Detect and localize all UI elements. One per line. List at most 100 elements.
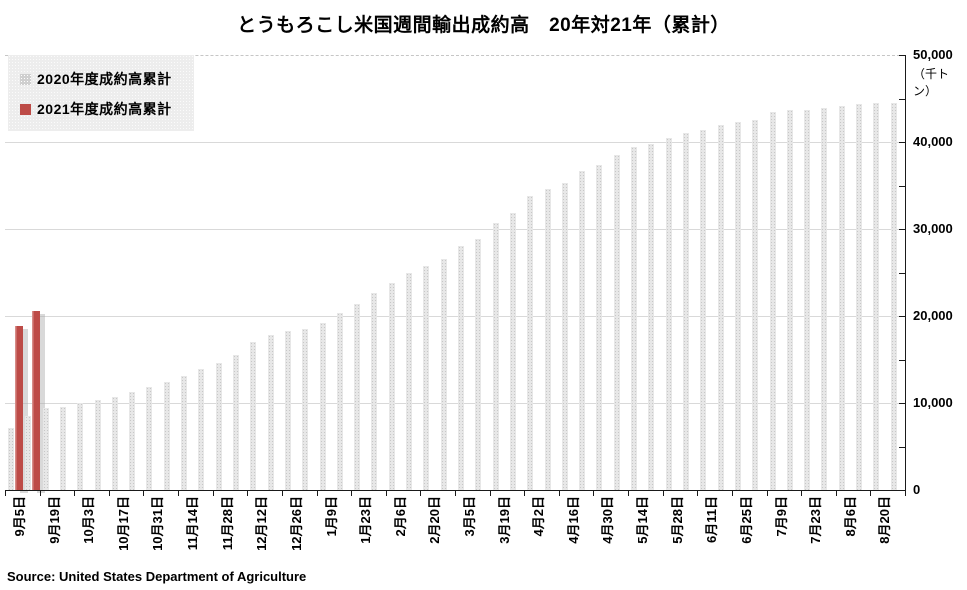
bar-2020 xyxy=(458,245,464,490)
bar-2020 xyxy=(631,147,638,490)
y-axis-tick xyxy=(899,142,905,143)
chart-title: とうもろこし米国週間輸出成約高 20年対21年（累計） xyxy=(237,15,730,36)
bar-2020 xyxy=(8,428,14,490)
y-axis-tick xyxy=(899,359,905,361)
x-axis-tick xyxy=(351,491,353,496)
bar-2020 xyxy=(215,362,222,490)
bar-2020 xyxy=(890,102,897,490)
x-axis-tick xyxy=(835,491,837,496)
y-axis-label: 50,000 xyxy=(913,47,953,62)
bar-2020 xyxy=(354,303,361,490)
chart-legend: 2020年度成約高累計 2021年度成約高累計 xyxy=(8,55,194,131)
bar-2020 xyxy=(423,265,430,490)
bar-2020 xyxy=(284,330,291,490)
x-axis-tick xyxy=(870,491,872,496)
x-axis-tick xyxy=(212,491,214,496)
bar-2020 xyxy=(406,272,413,490)
x-tick-label: 10月17日 xyxy=(115,496,131,551)
x-tick-label: 5月14日 xyxy=(635,496,651,544)
bar-2020 xyxy=(804,109,811,490)
x-axis-tick xyxy=(731,491,733,496)
x-axis-tick xyxy=(766,491,768,496)
bar-2020 xyxy=(769,111,776,490)
y-axis-label: 30,000 xyxy=(913,221,953,236)
y-axis-line xyxy=(905,55,906,491)
x-tick-label: 3月5日 xyxy=(462,496,477,537)
x-tick-label: 7月23日 xyxy=(808,496,824,544)
bar-2020 xyxy=(59,406,66,490)
bar-2020 xyxy=(25,416,32,490)
y-axis-tick xyxy=(899,490,905,491)
y-axis-tick xyxy=(899,272,905,274)
x-axis-tick xyxy=(247,491,249,496)
bar-2020 xyxy=(821,108,828,490)
x-axis-tick xyxy=(662,491,664,496)
x-axis-tick xyxy=(74,491,76,496)
bar-2020 xyxy=(129,392,136,490)
x-tick-label: 2月6日 xyxy=(392,496,408,537)
bar-2020 xyxy=(77,403,84,490)
bar-2020 xyxy=(596,165,603,490)
x-tick-label: 4月16日 xyxy=(565,496,581,544)
x-axis-tick xyxy=(385,491,387,496)
x-tick-label: 11月28日 xyxy=(219,496,235,551)
legend-label-2021: 2021年度成約高累計 xyxy=(37,101,172,117)
bar-2020 xyxy=(856,104,863,490)
x-tick-label: 8月6日 xyxy=(842,496,858,537)
bar-2020 xyxy=(579,171,586,490)
x-tick-label: 11月14日 xyxy=(185,496,201,551)
x-axis-tick xyxy=(108,491,110,496)
x-axis-tick xyxy=(143,491,145,496)
bar-2020 xyxy=(267,335,274,490)
bar-2020 xyxy=(665,138,672,490)
bar-2020 xyxy=(544,188,551,490)
bar-2020 xyxy=(700,129,707,490)
x-axis-tick xyxy=(5,491,6,496)
legend-swatch-2020-icon xyxy=(20,73,31,85)
bar-2020 xyxy=(838,105,845,490)
x-tick-label: 8月20日 xyxy=(877,496,893,544)
y-axis-tick xyxy=(899,229,905,230)
x-tick-label: 10月3日 xyxy=(81,496,97,544)
bar-2020 xyxy=(786,109,793,490)
gridline xyxy=(5,229,905,230)
x-axis-tick xyxy=(281,491,283,496)
bar-2020 xyxy=(163,382,170,490)
x-axis-tick xyxy=(524,491,526,496)
y-axis-tick xyxy=(899,446,905,448)
legend-item-2020: 2020年度成約高累計 xyxy=(20,69,184,89)
bar-2020 xyxy=(509,212,516,490)
x-axis-tick xyxy=(420,491,422,496)
gridline xyxy=(5,316,905,317)
x-axis-tick xyxy=(697,491,699,496)
x-axis-tick xyxy=(178,491,180,496)
y-axis-label: 20,000 xyxy=(913,308,953,323)
bar-2020 xyxy=(94,399,101,490)
bar-2020 xyxy=(233,355,239,490)
bar-2020 xyxy=(388,282,395,490)
bar-2020 xyxy=(111,396,118,490)
bar-2020 xyxy=(683,132,689,490)
x-tick-label: 6月25日 xyxy=(738,496,754,544)
x-tick-label: 5月28日 xyxy=(669,496,685,544)
bar-2020 xyxy=(527,195,534,490)
y-axis-tick xyxy=(899,98,905,100)
source-note: Source: United States Department of Agri… xyxy=(7,569,307,584)
legend-swatch-2021-icon xyxy=(20,103,31,115)
x-tick-label: 4月30日 xyxy=(600,496,616,544)
y-axis-label: 0 xyxy=(913,482,921,497)
bar-2021 xyxy=(15,326,23,490)
bar-2020 xyxy=(475,239,482,490)
y-axis-tick xyxy=(899,403,905,404)
x-axis-tick xyxy=(455,491,456,496)
bar-2021 xyxy=(32,311,41,490)
y-axis-label: 10,000 xyxy=(913,395,953,410)
gridline xyxy=(5,55,905,56)
bar-2020 xyxy=(181,376,188,490)
x-tick-label: 2月20日 xyxy=(427,496,443,544)
bar-2020 xyxy=(319,322,326,490)
y-axis-label: 40,000 xyxy=(913,134,953,149)
bar-2020 xyxy=(198,369,205,490)
x-tick-label: 9月19日 xyxy=(46,496,62,544)
